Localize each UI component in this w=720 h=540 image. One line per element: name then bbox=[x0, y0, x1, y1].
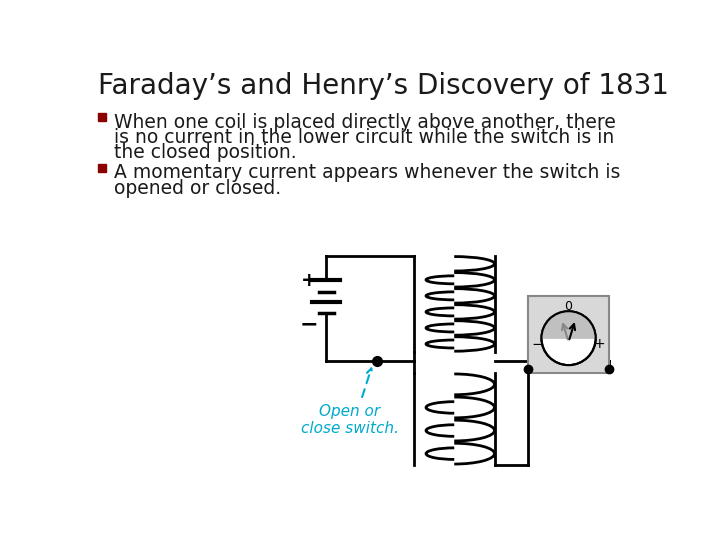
Text: Faraday’s and Henry’s Discovery of 1831: Faraday’s and Henry’s Discovery of 1831 bbox=[98, 72, 669, 100]
Text: Open or
close switch.: Open or close switch. bbox=[301, 403, 399, 436]
Text: A momentary current appears whenever the switch is: A momentary current appears whenever the… bbox=[114, 164, 621, 183]
Wedge shape bbox=[541, 311, 595, 338]
Text: +: + bbox=[301, 271, 318, 290]
Text: opened or closed.: opened or closed. bbox=[114, 179, 281, 198]
Text: +: + bbox=[594, 338, 606, 352]
Text: When one coil is placed directly above another, there: When one coil is placed directly above a… bbox=[114, 112, 616, 132]
Circle shape bbox=[541, 311, 595, 365]
Text: −: − bbox=[300, 314, 319, 334]
Text: −: − bbox=[532, 337, 544, 352]
Text: is no current in the lower circuit while the switch is in: is no current in the lower circuit while… bbox=[114, 128, 614, 147]
Text: the closed position.: the closed position. bbox=[114, 143, 297, 163]
Text: 0: 0 bbox=[564, 300, 572, 313]
Bar bbox=[528, 296, 609, 373]
